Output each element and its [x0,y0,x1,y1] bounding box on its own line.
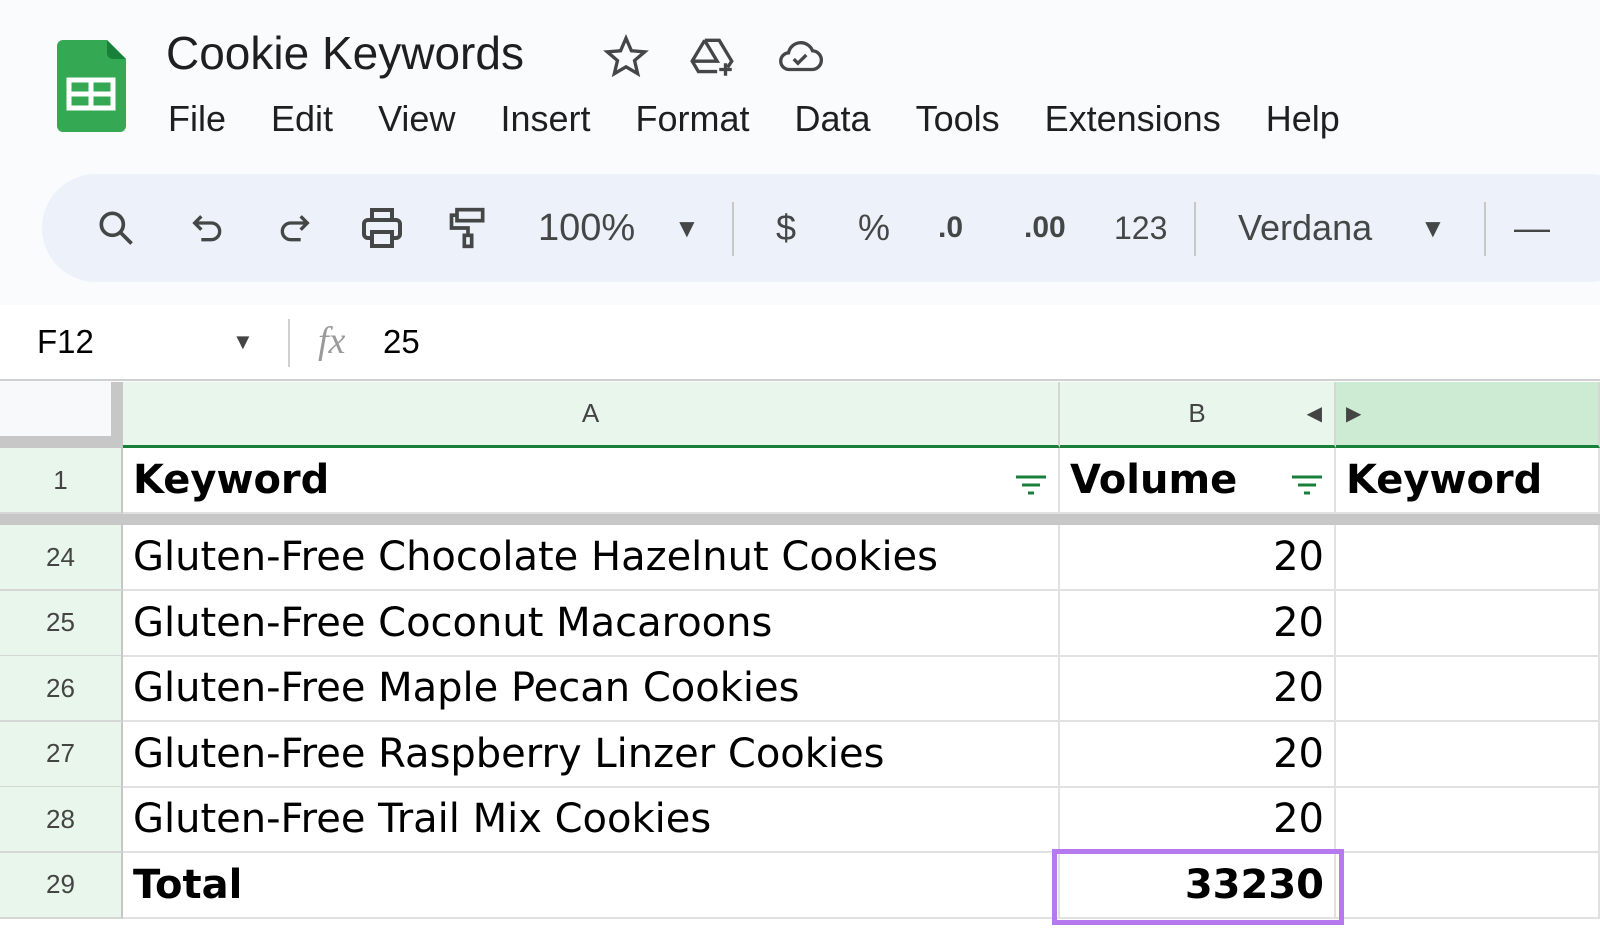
empty-cell[interactable] [1336,656,1600,722]
keyword-cell[interactable]: Gluten-Free Raspberry Linzer Cookies [123,721,1060,788]
empty-cell[interactable] [1336,721,1600,788]
row-header[interactable]: 27 [0,721,123,788]
star-icon[interactable] [601,32,651,82]
cell-text: Keyword [133,457,330,503]
zoom-select[interactable]: 100% [538,206,636,249]
divider [732,202,734,256]
caret-right-icon[interactable]: ▶ [1346,403,1362,425]
menu-bar: File Edit View Insert Format Data Tools … [168,98,1385,140]
row-header[interactable]: 1 [0,448,123,514]
volume-cell[interactable]: 20 [1060,787,1336,853]
font-select[interactable]: Verdana [1238,207,1373,248]
document-title[interactable]: Cookie Keywords [166,27,524,79]
cell-header-keyword[interactable]: Keyword [123,448,1060,514]
menu-file[interactable]: File [168,98,227,139]
column-header-b[interactable]: B ◀ [1060,382,1336,448]
volume-cell[interactable]: 20 [1060,656,1336,722]
formula-input[interactable]: 25 [383,323,420,360]
name-box[interactable]: F12 [37,323,94,360]
menu-edit[interactable]: Edit [271,98,334,139]
empty-cell[interactable] [1336,525,1600,591]
empty-cell[interactable] [1336,787,1600,853]
toolbar: 100% ▼ $ % .0 .00 123 Verdana ▼ — [42,174,1600,282]
menu-format[interactable]: Format [635,98,750,139]
row-header[interactable]: 24 [0,525,123,591]
row-header[interactable]: 29 [0,852,123,919]
decrease-decimal-button[interactable]: .0 [938,211,964,244]
paint-format-icon[interactable] [446,174,490,282]
keyword-cell[interactable]: Gluten-Free Trail Mix Cookies [123,787,1060,853]
empty-cell[interactable] [1336,590,1600,657]
menu-insert[interactable]: Insert [500,98,591,139]
keyword-cell[interactable]: Gluten-Free Chocolate Hazelnut Cookies [123,525,1060,591]
column-header-hidden-toggle[interactable]: ▶ [1336,382,1600,448]
column-header-a[interactable]: A [123,382,1060,448]
divider [1194,202,1196,256]
divider [1484,202,1486,256]
print-icon[interactable] [358,174,406,282]
decrease-font-size-button[interactable]: — [1514,207,1550,248]
cell-header-volume[interactable]: Volume [1060,448,1336,514]
move-to-drive-icon[interactable] [688,32,738,82]
volume-cell[interactable]: 20 [1060,525,1336,591]
filter-icon[interactable] [1290,474,1324,496]
currency-format-button[interactable]: $ [776,207,797,248]
chevron-down-icon[interactable]: ▼ [674,212,700,243]
menu-extensions[interactable]: Extensions [1044,98,1221,139]
percent-format-button[interactable]: % [858,207,891,248]
total-label-cell[interactable]: Total [123,852,1060,919]
row-header[interactable]: 28 [0,787,123,853]
spreadsheet-grid: A B ◀ ▶ 1 Keyword Volume Keyword 24 Gluten… [0,382,1600,945]
total-volume-cell[interactable]: 33230 [1060,852,1336,919]
filter-icon[interactable] [1014,474,1048,496]
empty-cell[interactable] [1336,852,1600,919]
redo-icon[interactable] [274,174,314,282]
menu-help[interactable]: Help [1265,98,1340,139]
menu-data[interactable]: Data [794,98,871,139]
divider [288,319,290,367]
menu-view[interactable]: View [378,98,456,139]
search-icon[interactable] [94,174,138,282]
number-format-button[interactable]: 123 [1114,209,1168,246]
cloud-saved-icon[interactable] [775,32,825,82]
volume-cell[interactable]: 20 [1060,721,1336,788]
caret-left-icon[interactable]: ◀ [1306,403,1322,425]
sheets-logo[interactable] [57,40,126,132]
column-label: B [1188,398,1206,428]
row-header[interactable]: 25 [0,590,123,657]
undo-icon[interactable] [188,174,228,282]
formula-bar: F12 ▼ fx 25 [0,305,1600,381]
chevron-down-icon[interactable]: ▼ [232,329,254,354]
chevron-down-icon[interactable]: ▼ [1420,212,1446,243]
cell-text: Volume [1070,457,1238,503]
keyword-cell[interactable]: Gluten-Free Maple Pecan Cookies [123,656,1060,722]
volume-cell[interactable]: 20 [1060,590,1336,657]
increase-decimal-button[interactable]: .00 [1024,211,1066,244]
menu-tools[interactable]: Tools [915,98,1000,139]
keyword-cell[interactable]: Gluten-Free Coconut Macaroons [123,590,1060,657]
fx-icon: fx [318,320,346,362]
frozen-row-divider[interactable] [0,514,1600,525]
select-all-corner[interactable] [0,382,123,448]
cell-header-keyword-c[interactable]: Keyword [1336,448,1600,514]
row-header[interactable]: 26 [0,656,123,722]
